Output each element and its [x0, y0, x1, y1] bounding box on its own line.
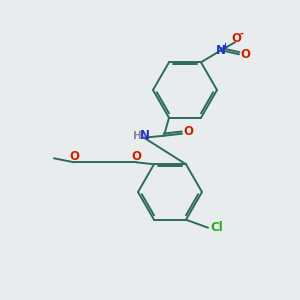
Text: O: O	[240, 48, 250, 61]
Text: O: O	[131, 150, 141, 163]
Text: O: O	[231, 32, 241, 45]
Text: N: N	[140, 129, 150, 142]
Text: O: O	[183, 125, 193, 138]
Text: Cl: Cl	[211, 221, 224, 234]
Text: -: -	[240, 28, 244, 38]
Text: +: +	[221, 42, 229, 51]
Text: N: N	[216, 44, 226, 57]
Text: O: O	[69, 150, 79, 163]
Text: H: H	[133, 131, 141, 141]
